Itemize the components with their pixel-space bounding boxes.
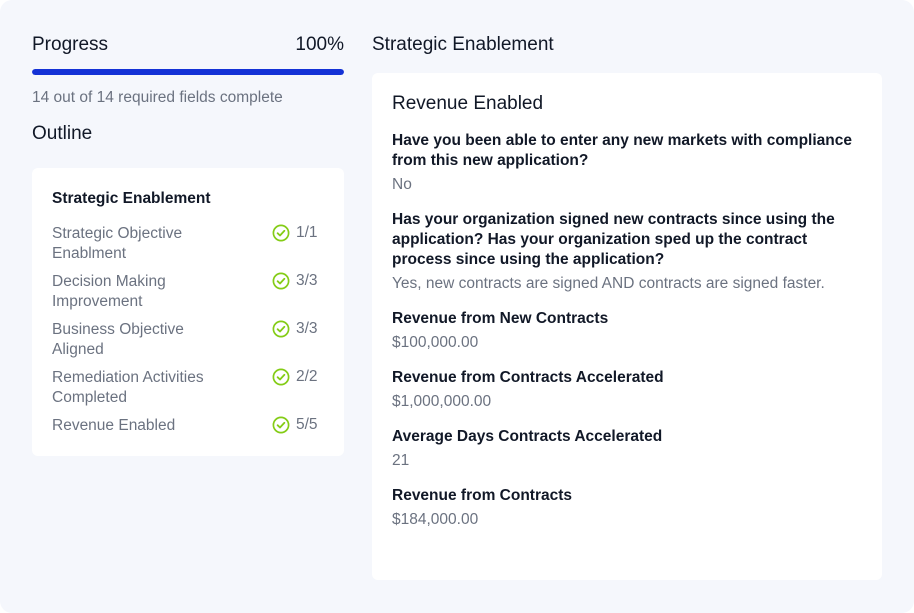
outline-card: Strategic Enablement Strategic Objective… [32, 168, 344, 456]
answer-text: $1,000,000.00 [392, 393, 492, 410]
outline-item-count: 5/5 [296, 416, 318, 433]
question-block: Have you been able to enter any new mark… [392, 131, 862, 195]
outline-item[interactable]: Decision Making Improvement 3/3 [52, 272, 324, 312]
outline-item-status: 3/3 [272, 272, 324, 290]
check-circle-icon [272, 368, 290, 386]
check-circle-icon [272, 224, 290, 242]
outline-item-count: 1/1 [296, 224, 318, 241]
question-text: Has your organization signed new contrac… [392, 211, 835, 268]
outline-list: Strategic Objective Enablment 1/1 Decisi… [52, 224, 324, 436]
progress-percent: 100% [295, 34, 344, 55]
outline-item-count: 3/3 [296, 272, 318, 289]
outline-item-status: 5/5 [272, 416, 324, 434]
outline-item-count: 3/3 [296, 320, 318, 337]
question-text: Revenue from New Contracts [392, 310, 609, 327]
question-text: Average Days Contracts Accelerated [392, 428, 663, 445]
outline-title: Outline [32, 123, 93, 144]
outline-item-status: 3/3 [272, 320, 324, 338]
question-block: Revenue from Contracts Accelerated $1,00… [392, 368, 862, 412]
answer-text: $184,000.00 [392, 511, 479, 528]
outline-item-label: Strategic Objective Enablment [52, 225, 183, 262]
panel-title: Revenue Enabled [392, 93, 544, 114]
outline-item-status: 2/2 [272, 368, 324, 386]
answer-text: No [392, 176, 412, 193]
outline-item-count: 2/2 [296, 368, 318, 385]
answer-text: $100,000.00 [392, 334, 479, 351]
progress-title: Progress [32, 34, 109, 55]
outline-item-label: Decision Making Improvement [52, 273, 166, 310]
outline-item[interactable]: Revenue Enabled 5/5 [52, 416, 324, 436]
progress-summary: 14 out of 14 required fields complete [32, 89, 283, 106]
outline-item-label: Remediation Activities Completed [52, 369, 204, 406]
outline-item-status: 1/1 [272, 224, 324, 242]
question-text: Revenue from Contracts [392, 487, 573, 504]
check-circle-icon [272, 272, 290, 290]
answer-text: Yes, new contracts are signed AND contra… [392, 275, 825, 292]
review-panel: Revenue Enabled Have you been able to en… [372, 73, 882, 580]
section-title: Strategic Enablement [372, 34, 554, 55]
question-block: Revenue from Contracts $184,000.00 [392, 486, 862, 530]
outline-item[interactable]: Remediation Activities Completed 2/2 [52, 368, 324, 408]
progress-bar [32, 69, 344, 75]
question-block: Has your organization signed new contrac… [392, 210, 862, 294]
outline-item[interactable]: Business Objective Aligned 3/3 [52, 320, 324, 360]
question-block: Revenue from New Contracts $100,000.00 [392, 309, 862, 353]
answer-text: 21 [392, 452, 410, 469]
outline-item-label: Business Objective Aligned [52, 321, 184, 358]
outline-section-title[interactable]: Strategic Enablement [52, 190, 211, 207]
check-circle-icon [272, 320, 290, 338]
question-text: Revenue from Contracts Accelerated [392, 369, 664, 386]
outline-item-label: Revenue Enabled [52, 417, 176, 434]
outline-item[interactable]: Strategic Objective Enablment 1/1 [52, 224, 324, 264]
question-text: Have you been able to enter any new mark… [392, 132, 852, 169]
progress-header: Progress 100% [32, 34, 344, 56]
left-column: Progress 100% 14 out of 14 required fiel… [32, 34, 344, 456]
question-block: Average Days Contracts Accelerated 21 [392, 427, 862, 471]
check-circle-icon [272, 416, 290, 434]
progress-bar-fill [32, 69, 344, 75]
